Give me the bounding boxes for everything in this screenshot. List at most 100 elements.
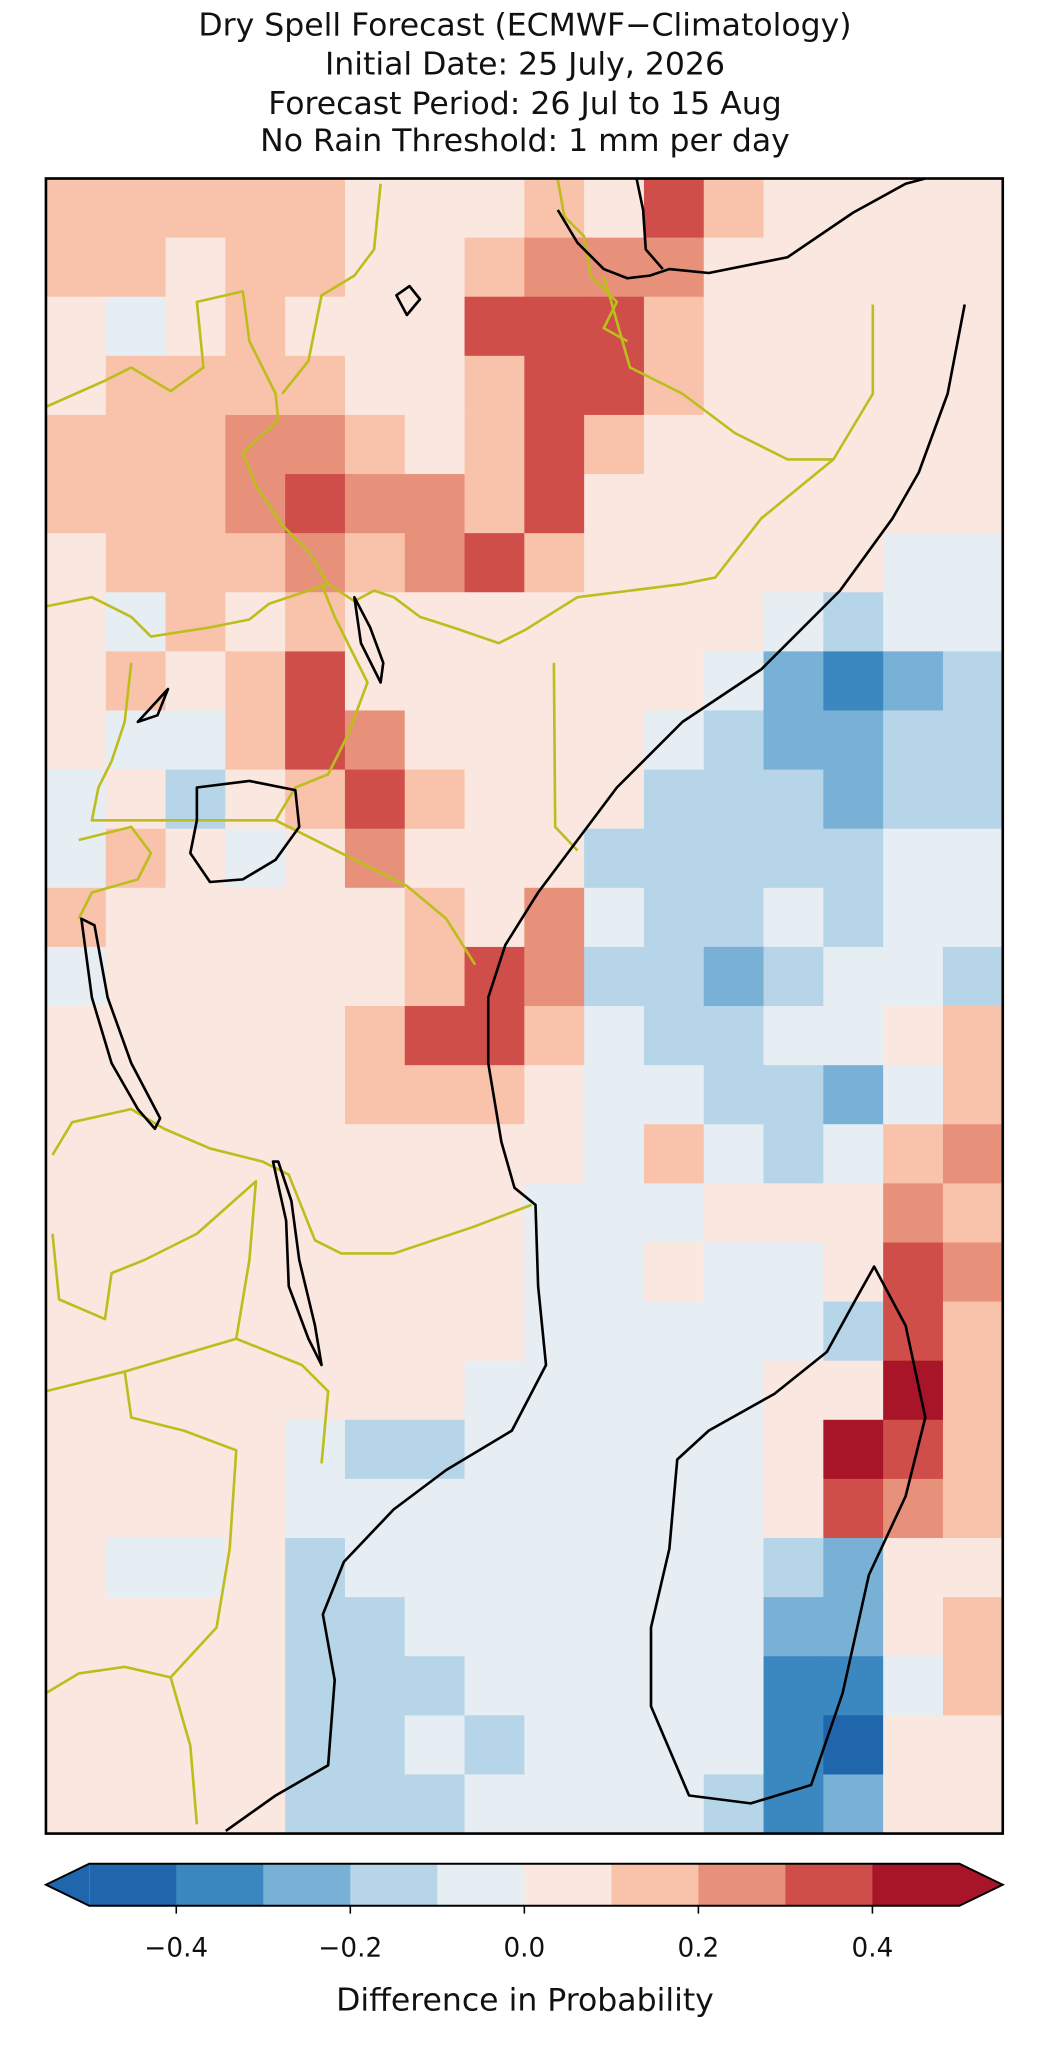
grid-cell (942, 769, 1004, 830)
grid-cell (165, 1242, 227, 1303)
grid-cell (643, 1360, 705, 1421)
chart-title: Initial Date: 25 July, 2026 (325, 47, 725, 83)
grid-cell (643, 533, 705, 594)
grid-cell (763, 414, 825, 475)
grid-cell (883, 296, 944, 357)
grid-cell (404, 828, 466, 889)
grid-cell (703, 474, 765, 534)
grid-cell (404, 1242, 466, 1303)
grid-cell (763, 592, 825, 653)
grid-cell (942, 1124, 1004, 1185)
grid-cell (404, 533, 466, 594)
grid-cell (823, 1656, 884, 1717)
grid-cell (404, 769, 466, 830)
grid-cell (165, 651, 227, 712)
grid-cell (344, 887, 406, 948)
grid-cell (584, 828, 645, 889)
grid-cell (464, 769, 526, 830)
grid-cell (225, 887, 286, 948)
grid-cell (584, 237, 645, 298)
grid-cell (45, 474, 107, 534)
grid-cell (703, 592, 765, 653)
grid-cell (105, 474, 167, 534)
grid-cell (344, 1419, 406, 1480)
grid-cell (105, 1656, 167, 1717)
grid-cell (823, 237, 884, 298)
coastline (635, 178, 664, 270)
grid-cell (165, 1065, 227, 1126)
grid-cell (464, 651, 526, 712)
lake (353, 595, 385, 684)
grid-cell (464, 1715, 526, 1776)
grid-cell (703, 1006, 765, 1066)
grid-cell (763, 1360, 825, 1421)
lake (136, 687, 170, 724)
grid-cell (823, 1006, 884, 1066)
grid-cell (883, 1656, 944, 1717)
grid-cell (524, 1774, 585, 1835)
grid-cell (285, 1360, 346, 1421)
grid-cell (225, 237, 286, 298)
grid-cell (763, 1124, 825, 1185)
grid-cell (763, 769, 825, 830)
grid-cell (45, 651, 107, 712)
grid-cell (763, 1478, 825, 1539)
grid-cell (404, 1006, 466, 1066)
grid-cell (464, 710, 526, 771)
border (77, 825, 153, 920)
grid-cell (763, 237, 825, 298)
grid-cell (464, 1538, 526, 1598)
colorbar-label: Difference in Probability (336, 1983, 714, 2019)
border (602, 275, 834, 461)
colorbar-segment (698, 1863, 787, 1906)
grid-cell (584, 1124, 645, 1185)
grid-cell (823, 828, 884, 889)
grid-cell (763, 178, 825, 239)
grid-cell (464, 1006, 526, 1066)
grid-cell (285, 1124, 346, 1185)
grid-cell (404, 887, 466, 948)
colorbar-extend (959, 1863, 1003, 1906)
grid-cell (763, 1065, 825, 1126)
grid-cell (524, 946, 585, 1007)
grid-cell (883, 887, 944, 948)
grid-cell (105, 533, 167, 594)
grid-cell (105, 1360, 167, 1421)
grid-cell (703, 1656, 765, 1717)
grid-cell (105, 1774, 167, 1835)
grid-cell (464, 178, 526, 239)
colorbar-extend (45, 1863, 90, 1906)
grid-cell (643, 1419, 705, 1480)
grid-cell (225, 296, 286, 357)
grid-cell (763, 828, 825, 889)
grid-cell (703, 946, 765, 1007)
grid-cell (105, 414, 167, 475)
grid-cell (45, 1597, 107, 1658)
colorbar-tick-label: 0.2 (678, 1934, 720, 1964)
grid-cell (225, 1006, 286, 1066)
border (281, 183, 382, 395)
grid-cell (823, 651, 884, 712)
grid-cell (285, 414, 346, 475)
grid-cell (404, 710, 466, 771)
grid-cell (883, 1124, 944, 1185)
grid-cell (763, 1301, 825, 1362)
grid-cell (524, 1242, 585, 1303)
grid-cell (942, 1774, 1004, 1835)
grid-cell (464, 1774, 526, 1835)
grid-cell (942, 828, 1004, 889)
grid-cell (344, 1360, 406, 1421)
grid-cell (285, 592, 346, 653)
grid-cell (942, 1065, 1004, 1126)
grid-cell (225, 651, 286, 712)
grid-cell (584, 1715, 645, 1776)
chart-title: Dry Spell Forecast (ECMWF−Climatology) (198, 7, 851, 43)
grid-cell (404, 1656, 466, 1717)
border (45, 290, 875, 645)
grid-cell (285, 1538, 346, 1598)
raster (45, 178, 1004, 1835)
grid-cell (763, 946, 825, 1007)
grid-cell (464, 887, 526, 948)
title-block: Dry Spell Forecast (ECMWF−Climatology) In… (198, 7, 851, 159)
grid-cell (464, 1360, 526, 1421)
